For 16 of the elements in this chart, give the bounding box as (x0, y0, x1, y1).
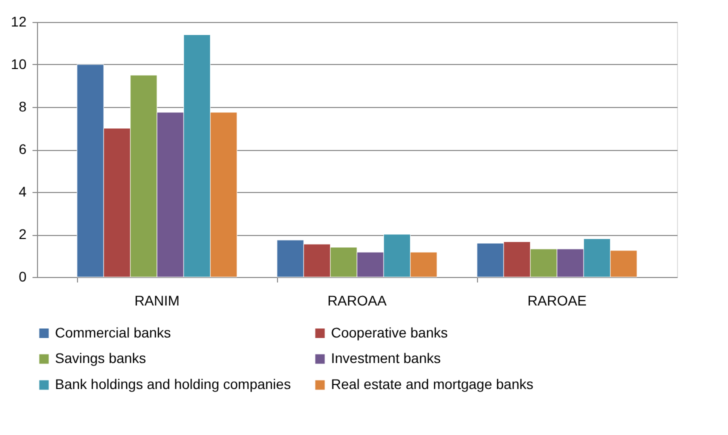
legend-label: Savings banks (55, 350, 146, 366)
legend-label: Cooperative banks (331, 324, 448, 340)
legend-label: Bank holdings and holding companies (55, 376, 291, 392)
x-tick-label: RAROAA (327, 292, 388, 308)
y-tick-label: 0 (18, 268, 27, 284)
x-tick-label: RAROAE (527, 292, 587, 308)
y-tick-label: 8 (18, 98, 27, 114)
legend-label: Investment banks (331, 350, 441, 366)
legend-label: Commercial banks (55, 324, 171, 340)
legend-label: Real estate and mortgage banks (331, 376, 534, 392)
y-tick-label: 10 (10, 56, 27, 72)
x-tick-label: RANIM (134, 292, 180, 308)
y-tick-label: 4 (18, 184, 27, 200)
y-tick-label: 6 (18, 141, 27, 157)
y-tick-label: 12 (10, 14, 27, 30)
y-tick-label: 2 (18, 226, 27, 242)
